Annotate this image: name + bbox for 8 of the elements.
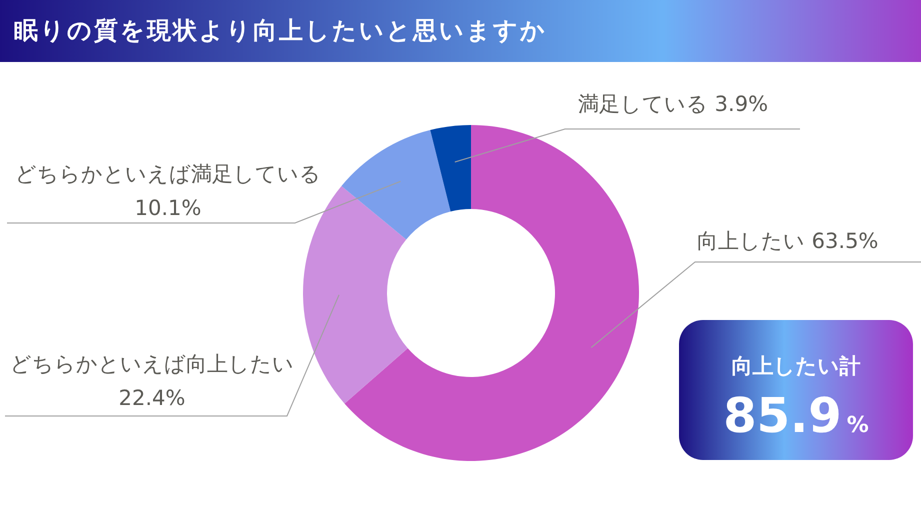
slice-label: 満足している 3.9% <box>578 92 768 116</box>
data-label: 22.4% <box>118 386 186 410</box>
data-label: 10.1% <box>134 196 202 220</box>
annotation-card: 向上したい計 85.9% <box>679 320 913 460</box>
slice-label: どちらかといえば満足している <box>15 162 321 186</box>
slice-label: 向上したい 63.5% <box>697 229 878 253</box>
slice-label: どちらかといえば向上したい <box>10 352 294 376</box>
title: 眠りの質を現状より向上したいと思いますか <box>14 16 547 45</box>
